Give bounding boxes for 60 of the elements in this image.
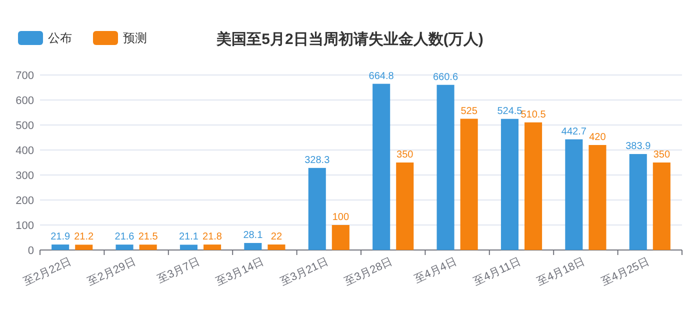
- data-label: 525: [460, 106, 478, 117]
- y-tick-label: 0: [28, 245, 34, 257]
- y-tick-label: 700: [16, 70, 34, 82]
- bar: [116, 244, 134, 250]
- data-label: 21.9: [50, 232, 70, 243]
- legend-label: 公布: [48, 31, 72, 45]
- data-label: 383.9: [626, 141, 652, 152]
- bar: [75, 244, 93, 250]
- x-tick-label: 至4月18日: [535, 256, 587, 288]
- bar: [588, 145, 606, 250]
- bar: [204, 244, 222, 250]
- data-label: 21.6: [114, 232, 135, 243]
- data-label: 350: [396, 150, 414, 160]
- bar: [565, 139, 583, 250]
- y-tick-label: 200: [16, 195, 34, 207]
- data-label: 21.5: [138, 232, 158, 243]
- data-label: 660.6: [433, 72, 458, 83]
- y-tick-label: 600: [16, 95, 34, 107]
- bar: [652, 162, 670, 250]
- y-tick-label: 400: [16, 145, 34, 157]
- x-tick-label: 至4月4日: [412, 256, 459, 286]
- y-tick-label: 300: [16, 170, 34, 182]
- chart-title: 美国至5月2日当周初请失业金人数(万人): [216, 30, 484, 48]
- data-label: 328.3: [304, 154, 330, 166]
- data-label: 510.5: [520, 109, 546, 120]
- bar: [268, 244, 286, 250]
- x-tick-label: 至4月25日: [600, 256, 652, 288]
- bar: [52, 244, 70, 250]
- data-label: 350: [653, 150, 670, 160]
- data-label: 420: [589, 132, 606, 143]
- data-label: 22: [270, 232, 282, 242]
- bar: [180, 244, 198, 250]
- bar: [460, 118, 478, 250]
- data-label: 21.1: [178, 232, 199, 243]
- y-tick-label: 500: [16, 120, 34, 132]
- bar: [308, 168, 326, 250]
- bar: [372, 84, 390, 250]
- data-label: 664.8: [368, 70, 394, 82]
- x-tick-label: 至3月14日: [214, 256, 266, 288]
- legend-label: 预测: [123, 31, 147, 45]
- x-tick-label: 至2月22日: [22, 256, 74, 288]
- bar: [244, 242, 262, 250]
- data-label: 21.2: [74, 232, 94, 243]
- bar: [524, 122, 542, 250]
- bar: [629, 154, 647, 250]
- data-label: 442.7: [561, 126, 587, 138]
- bar: [139, 244, 157, 250]
- bar: [500, 118, 518, 250]
- data-label: 100: [332, 212, 350, 223]
- data-label: 28.1: [243, 230, 264, 241]
- x-tick-label: 至3月28日: [342, 256, 394, 288]
- bar: [436, 84, 454, 250]
- x-tick-label: 至2月29日: [86, 256, 138, 288]
- y-tick-label: 100: [16, 220, 34, 232]
- data-label: 21.8: [202, 232, 222, 243]
- bar: [332, 225, 350, 250]
- x-tick-label: 至4月11日: [472, 256, 523, 288]
- bar: [396, 162, 414, 250]
- x-tick-label: 至3月21日: [278, 256, 330, 288]
- x-tick-label: 至3月7日: [156, 256, 202, 286]
